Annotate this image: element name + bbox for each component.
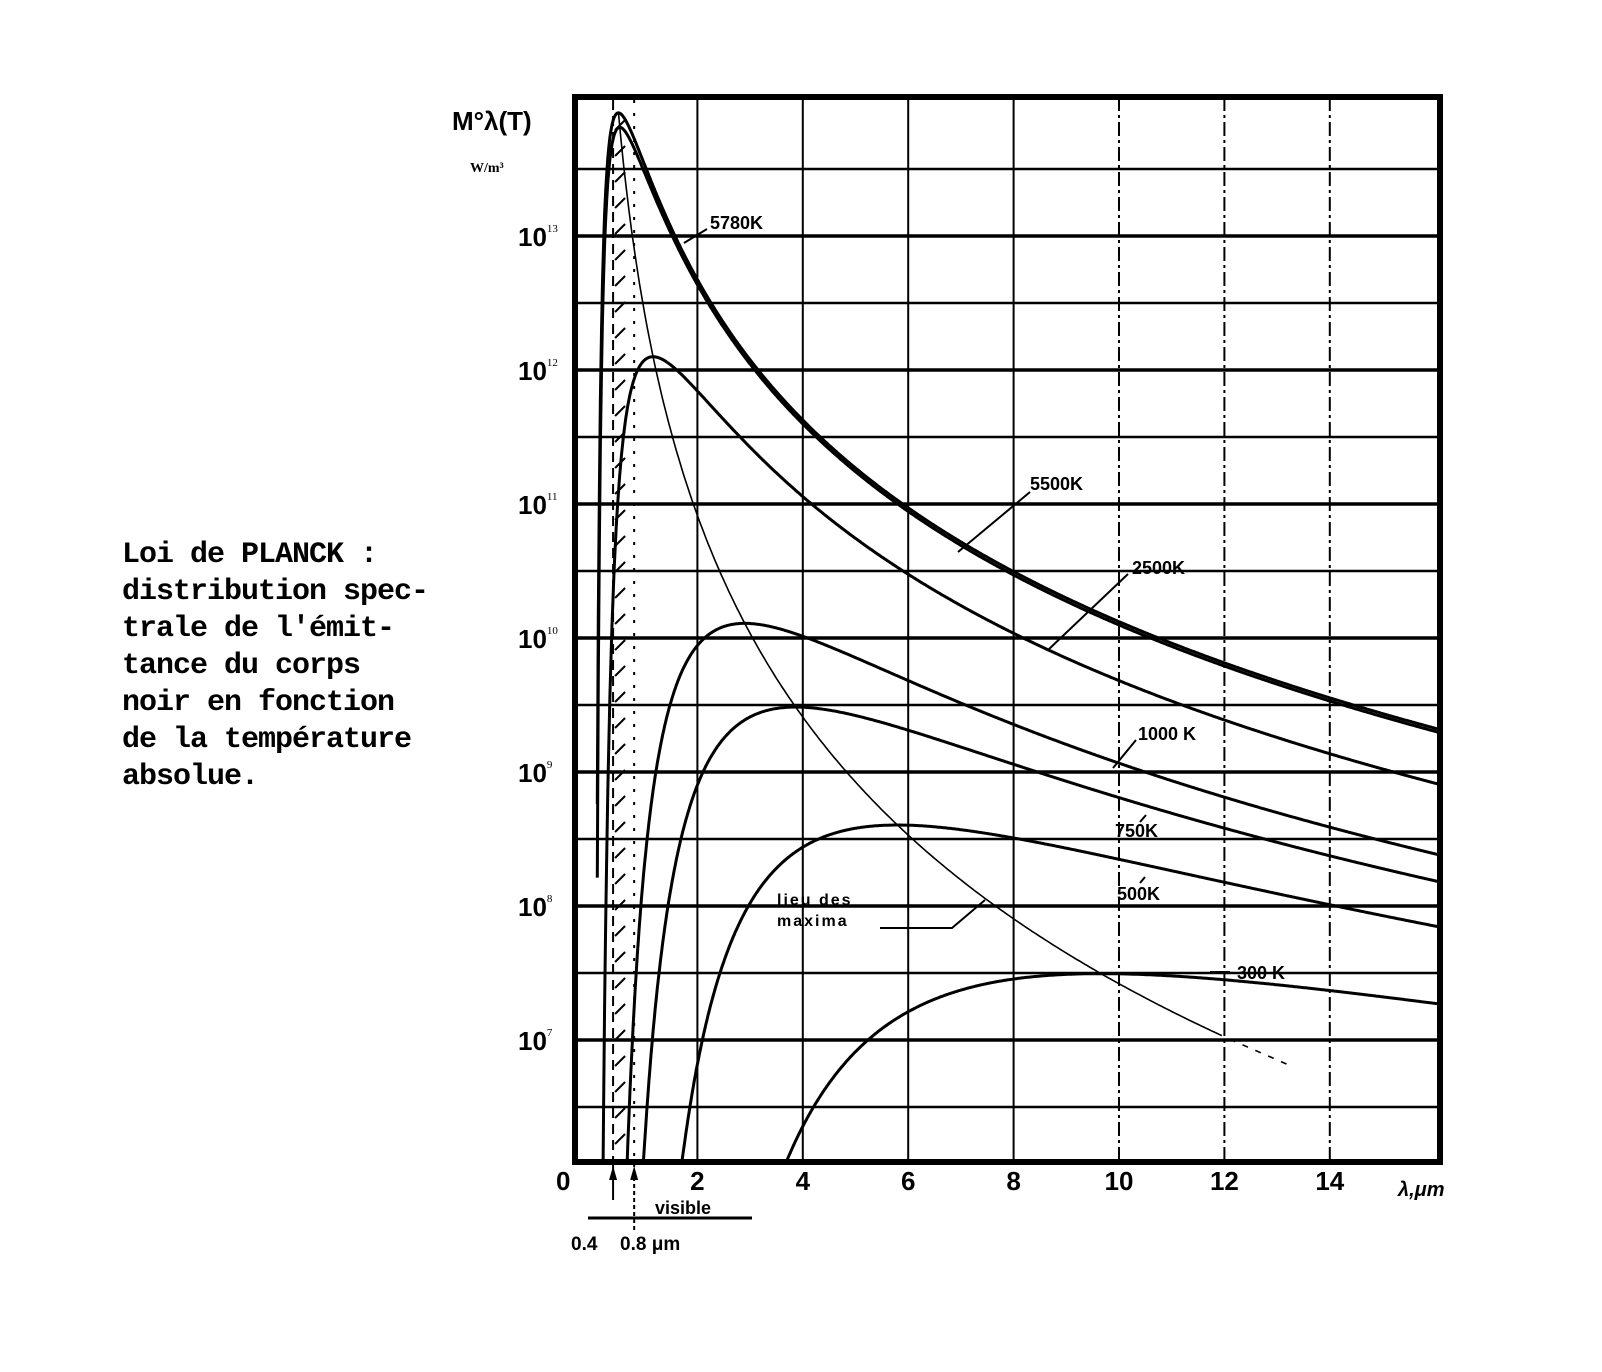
hatch-mark <box>614 899 626 911</box>
caption-line: Loi de PLANCK : <box>122 538 378 572</box>
hatch-mark <box>614 665 626 677</box>
hatch-mark <box>614 301 626 313</box>
locus-of-maxima <box>617 111 1223 1037</box>
x-tick-label: 6 <box>901 1166 915 1196</box>
leader-line <box>1112 739 1137 769</box>
x-tick-labels: 0 2 4 6 8 10 12 14 <box>556 1166 1345 1196</box>
hatch-mark <box>614 951 626 963</box>
leader-line <box>1047 573 1129 651</box>
plot-frame <box>572 94 1443 1165</box>
hatch-mark <box>614 925 626 937</box>
curve-label-1000k: 1000 K <box>1138 724 1196 744</box>
hatch-mark <box>614 353 626 365</box>
curve-750k <box>642 705 1437 1159</box>
hatch-mark <box>614 197 626 209</box>
hatch-mark <box>614 821 626 833</box>
curve-5780k <box>595 111 1437 804</box>
hatch-mark <box>614 587 626 599</box>
grid <box>575 97 1440 1162</box>
curve-500k <box>680 823 1437 1159</box>
hatch-mark <box>614 691 626 703</box>
curve-label-500k: 500K <box>1117 884 1160 904</box>
leader-line <box>1139 814 1147 823</box>
hatch-mark <box>614 171 626 183</box>
curve-5500k <box>595 125 1437 878</box>
curve-label-750k: 750K <box>1115 821 1158 841</box>
hatch-mark <box>614 639 626 651</box>
curve-1000k <box>625 621 1437 1159</box>
visible-label: visible <box>655 1198 711 1218</box>
y-tick-labels: 1013 1012 1011 1010 109 108 107 <box>518 222 558 1056</box>
hatch-mark <box>614 405 626 417</box>
caption-line: noir en fonction <box>122 686 395 720</box>
locus-extension <box>1229 1038 1288 1066</box>
hatch-mark <box>614 1107 626 1119</box>
locus-label-line1: lieu des <box>777 892 853 909</box>
hatch-mark <box>614 561 626 573</box>
curve-label-5780k: 5780K <box>710 213 763 233</box>
curves <box>595 111 1437 1159</box>
hatch-mark <box>614 795 626 807</box>
curve-2500k <box>601 355 1437 1159</box>
caption-line: distribution spec- <box>122 575 429 609</box>
hatch-mark <box>614 145 626 157</box>
curve-label-2500k: 2500K <box>1132 558 1185 578</box>
leader-line <box>683 228 708 244</box>
y-axis-unit: W/m³ <box>470 161 504 176</box>
y-tick-label: 1012 <box>518 356 558 386</box>
x-tick-label: 2 <box>690 1166 704 1196</box>
hatch-mark <box>614 743 626 755</box>
x-tick-label: 0 <box>556 1166 570 1196</box>
hatch-mark <box>614 1003 626 1015</box>
x-tick-label: 12 <box>1210 1166 1239 1196</box>
leader-line <box>957 491 1031 553</box>
y-tick-label: 1011 <box>518 490 558 520</box>
x-tick-label: 8 <box>1006 1166 1020 1196</box>
hatch-mark <box>614 249 626 261</box>
hatch-mark <box>614 379 626 391</box>
arrow-head-icon <box>630 1166 639 1180</box>
y-tick-label: 1013 <box>518 222 558 252</box>
locus-label-line2: maxima <box>777 913 849 930</box>
caption-line: tance du corps <box>122 649 361 683</box>
x-tick-label: 14 <box>1315 1166 1344 1196</box>
curve-label-5500k: 5500K <box>1030 474 1083 494</box>
x-axis-label: λ,μm <box>1397 1179 1445 1201</box>
leader-line <box>1139 876 1146 884</box>
hatch-mark <box>614 1133 626 1145</box>
hatch-mark <box>614 847 626 859</box>
caption-line: absolue. <box>122 760 259 794</box>
x-tick-label: 10 <box>1105 1166 1134 1196</box>
visible-to-label: 0.8 μm <box>620 1234 680 1255</box>
hatch-mark <box>614 1081 626 1093</box>
y-tick-label: 108 <box>518 892 553 922</box>
caption-line: de la température <box>122 723 412 757</box>
curve-labels: 5780K 5500K 2500K 1000 K 750K 500K 300 K lieu d… <box>683 212 1285 983</box>
x-tick-label: 4 <box>796 1166 811 1196</box>
hatch-mark <box>614 873 626 885</box>
hatch-mark <box>614 1029 626 1041</box>
y-tick-label: 1010 <box>518 624 558 654</box>
hatch-mark <box>614 977 626 989</box>
hatch-mark <box>614 769 626 781</box>
caption-line: trale de l'émit- <box>122 612 395 646</box>
locus-leader <box>880 899 986 929</box>
hatch-mark <box>614 275 626 287</box>
hatch-mark <box>614 1055 626 1067</box>
label-bg <box>705 212 785 234</box>
visible-from-label: 0.4 <box>571 1234 598 1255</box>
arrow-head-icon <box>609 1166 618 1180</box>
hatch-mark <box>614 613 626 625</box>
curve-label-300k: 300 K <box>1237 963 1285 983</box>
hatch-mark <box>614 327 626 339</box>
y-axis-label: M°λ(T) <box>452 106 532 136</box>
y-tick-label: 107 <box>518 1026 553 1056</box>
y-tick-label: 109 <box>518 758 553 788</box>
caption-text: Loi de PLANCK : distribution spec-trale d… <box>122 500 429 833</box>
curve-300k <box>785 972 1437 1159</box>
hatch-mark <box>614 717 626 729</box>
hatch-mark <box>614 223 626 235</box>
